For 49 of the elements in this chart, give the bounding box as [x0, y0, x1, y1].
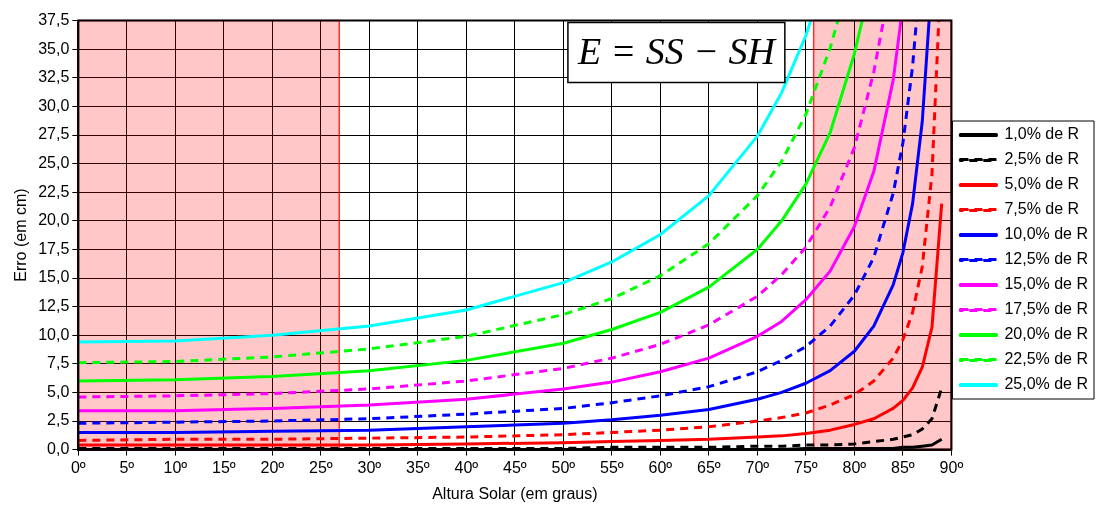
y-tick-label: 30,0 — [38, 96, 70, 114]
legend-label: 1,0% de R — [1004, 125, 1080, 143]
x-tick-label: 85º — [891, 458, 915, 476]
legend-label: 22,5% de R — [1004, 350, 1088, 368]
y-tick-label: 32,5 — [38, 68, 70, 86]
x-tick-label: 45º — [503, 458, 527, 476]
legend-label: 25,0% de R — [1004, 375, 1088, 393]
x-tick-label: 35º — [406, 458, 430, 476]
annotation: E = SS − SH — [576, 29, 778, 72]
x-tick-label: 55º — [600, 458, 624, 476]
legend-label: 10,0% de R — [1004, 225, 1088, 243]
x-tick-label: 70º — [745, 458, 770, 476]
y-tick-label: 25,0 — [38, 154, 70, 172]
legend-label: 2,5% de R — [1004, 150, 1080, 168]
x-tick-label: 90º — [939, 458, 964, 476]
x-tick-label: 80º — [842, 458, 867, 476]
x-axis-title: Altura Solar (em graus) — [432, 484, 598, 502]
legend-label: 20,0% de R — [1004, 325, 1088, 343]
y-tick-label: 20,0 — [38, 211, 70, 229]
x-tick-label: 10º — [163, 458, 188, 476]
x-tick-label: 20º — [260, 458, 285, 476]
legend-label: 17,5% de R — [1004, 300, 1088, 318]
x-tick-label: 5º — [119, 458, 135, 476]
x-tick-label: 75º — [794, 458, 818, 476]
x-tick-label: 50º — [551, 458, 576, 476]
y-tick-label: 15,0 — [38, 268, 70, 286]
x-tick-label: 60º — [648, 458, 673, 476]
y-tick-label: 7,5 — [47, 354, 70, 372]
x-tick-label: 40º — [454, 458, 479, 476]
y-tick-label: 12,5 — [38, 297, 70, 315]
legend-label: 12,5% de R — [1004, 250, 1088, 268]
legend-label: 5,0% de R — [1004, 175, 1080, 193]
y-tick-label: 2,5 — [47, 411, 70, 429]
y-tick-label: 10,0 — [38, 325, 70, 343]
x-tick-label: 15º — [212, 458, 236, 476]
y-tick-label: 0,0 — [47, 440, 70, 458]
x-tick-label: 65º — [697, 458, 721, 476]
legend-label: 15,0% de R — [1004, 275, 1088, 293]
y-tick-label: 35,0 — [38, 39, 70, 57]
y-tick-label: 22,5 — [38, 182, 70, 200]
x-tick-label: 0º — [70, 458, 86, 476]
y-tick-label: 5,0 — [47, 382, 70, 400]
x-tick-label: 25º — [309, 458, 333, 476]
y-tick-label: 17,5 — [38, 239, 70, 257]
x-tick-label: 30º — [357, 458, 382, 476]
y-tick-label: 37,5 — [38, 11, 70, 29]
legend-label: 7,5% de R — [1004, 200, 1080, 218]
y-tick-label: 27,5 — [38, 125, 70, 143]
y-axis-title: Erro (em cm) — [12, 188, 30, 282]
